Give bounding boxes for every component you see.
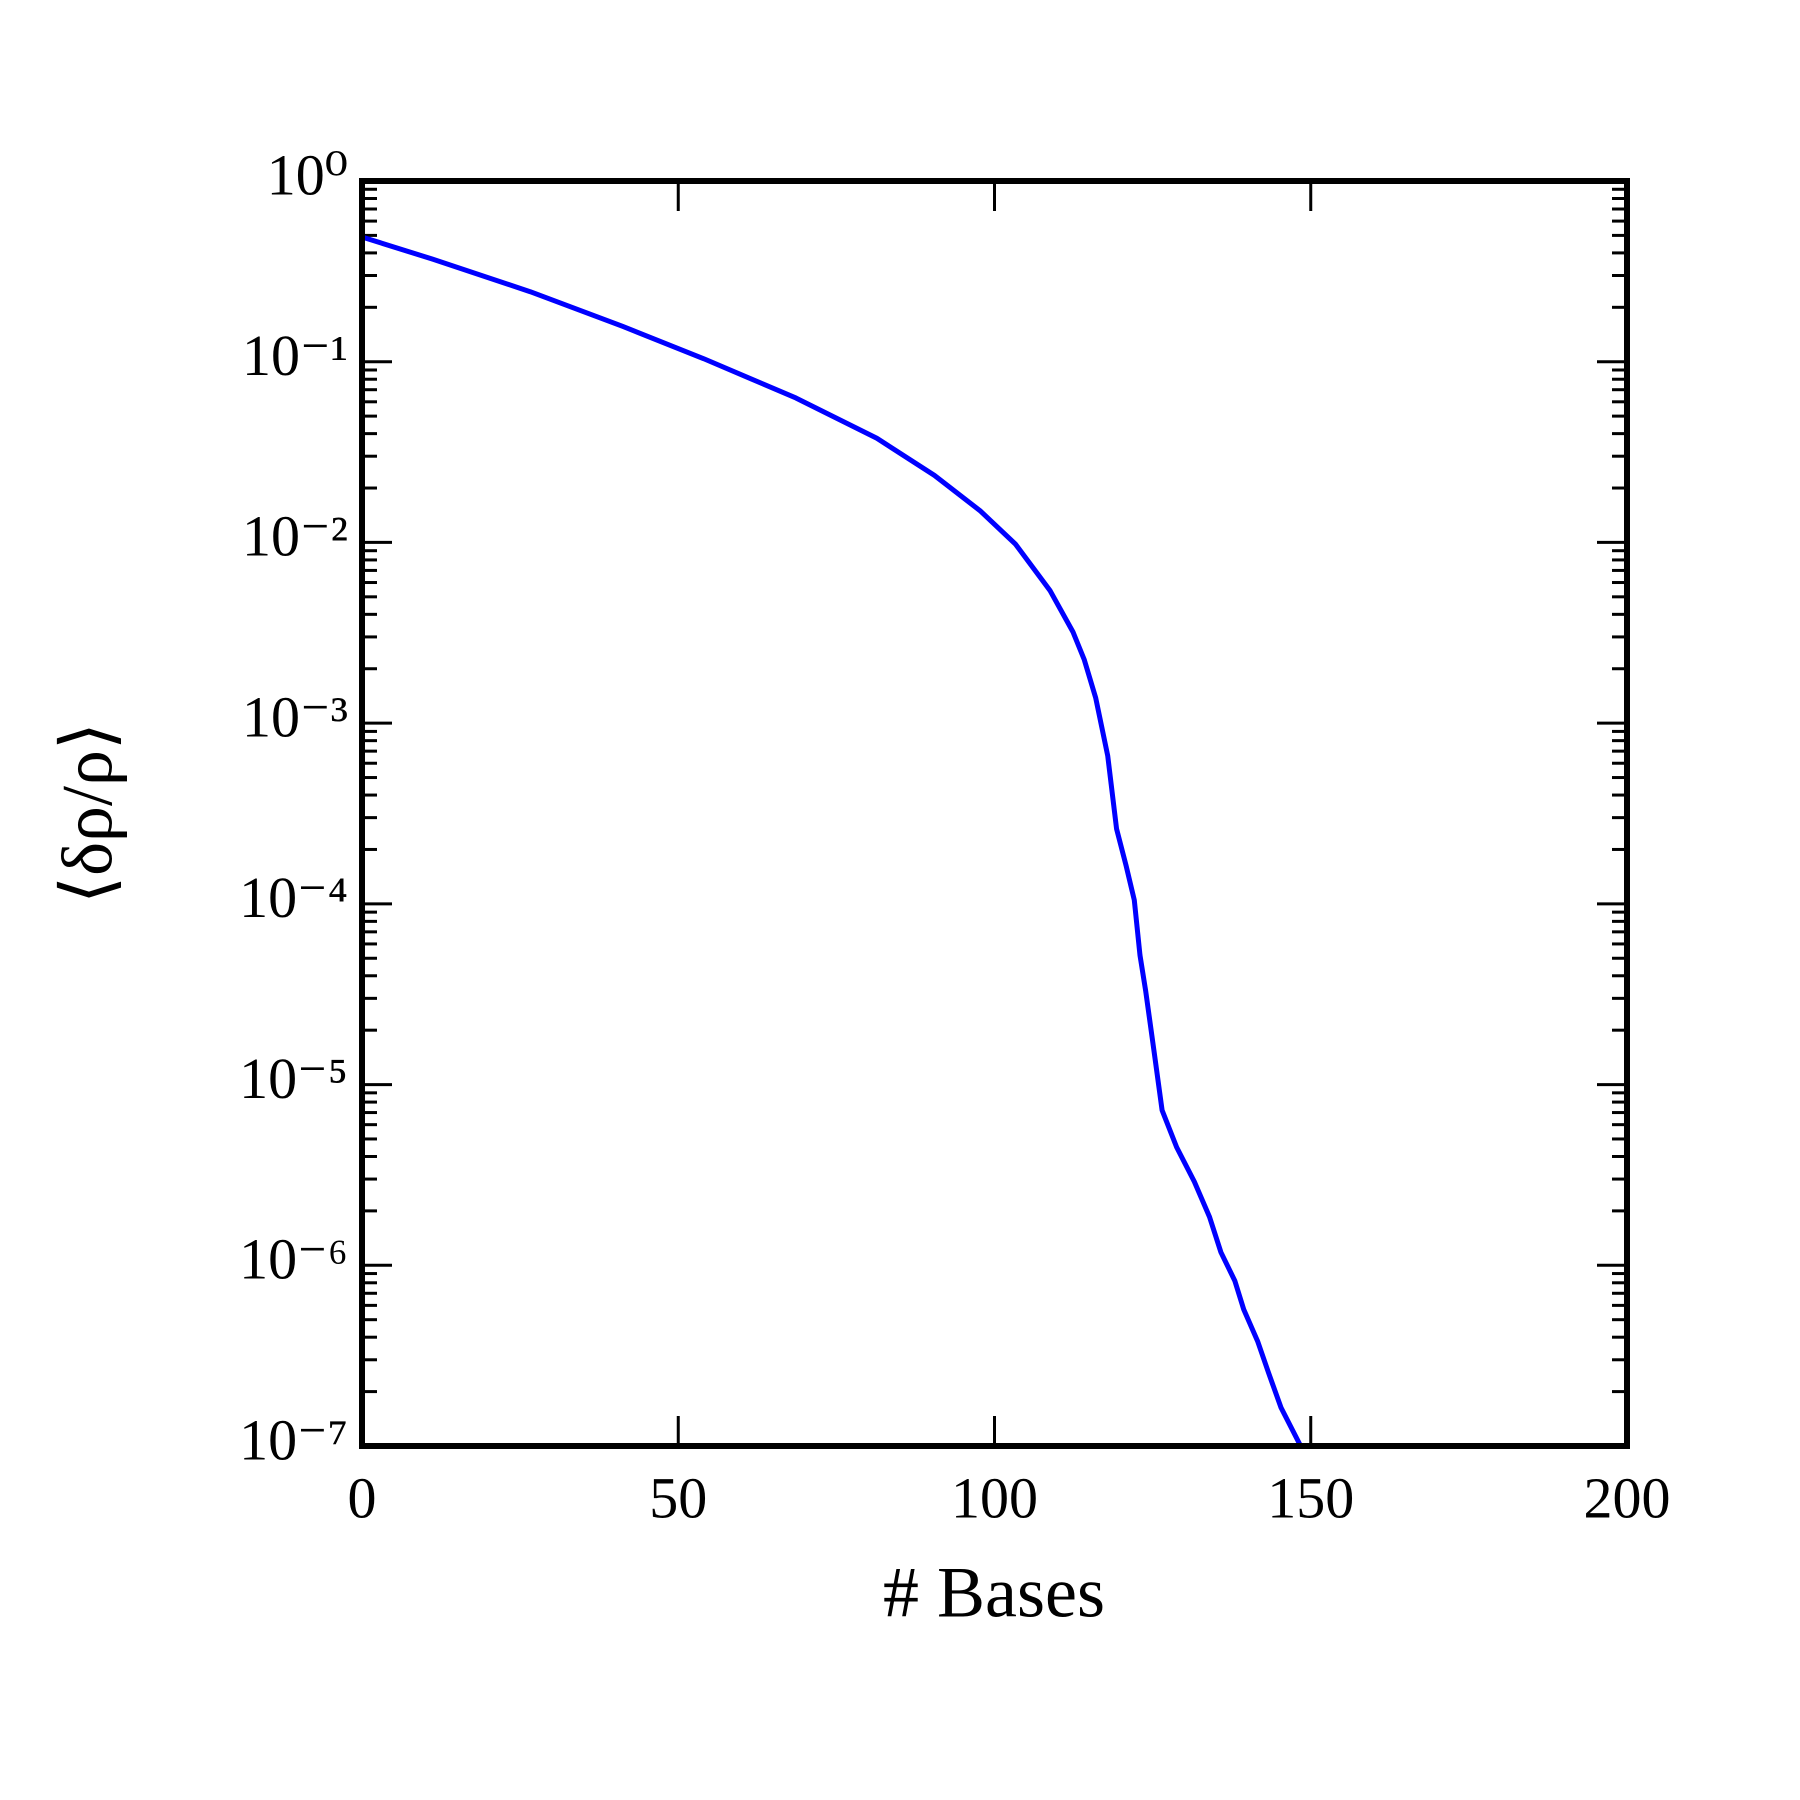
x-tick-label: 0 [348,1465,377,1530]
x-tick-label: 200 [1584,1465,1671,1530]
y-tick-label: 10⁻⁴ [239,865,348,930]
data-line [361,234,1303,1448]
x-axis-label: # Bases [883,1553,1105,1633]
y-tick-label: 10⁻⁷ [239,1407,348,1472]
y-tick-label: 10⁻³ [242,684,348,749]
y-axis-label: ⟨δρ/ρ⟩ [48,722,128,904]
y-tick-label: 10⁰ [267,142,348,207]
x-tick-label: 50 [649,1465,707,1530]
y-tick-label: 10⁻² [242,504,348,569]
plot-frame [359,178,1630,1449]
x-tick-label: 100 [951,1465,1038,1530]
x-tick-label: 150 [1267,1465,1354,1530]
y-tick-label: 10⁻⁶ [239,1227,348,1292]
y-tick-label: 10⁻¹ [242,323,348,388]
y-tick-label: 10⁻⁵ [239,1046,348,1111]
